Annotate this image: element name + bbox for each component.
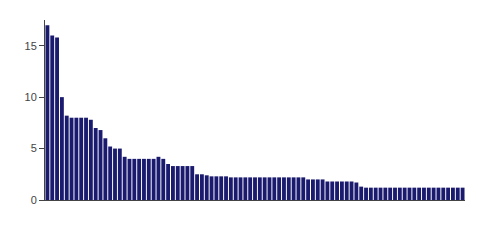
svg-text:15: 15 <box>25 40 37 52</box>
svg-text:0: 0 <box>31 194 37 206</box>
svg-text:10: 10 <box>25 91 37 103</box>
svg-text:5: 5 <box>31 142 37 154</box>
